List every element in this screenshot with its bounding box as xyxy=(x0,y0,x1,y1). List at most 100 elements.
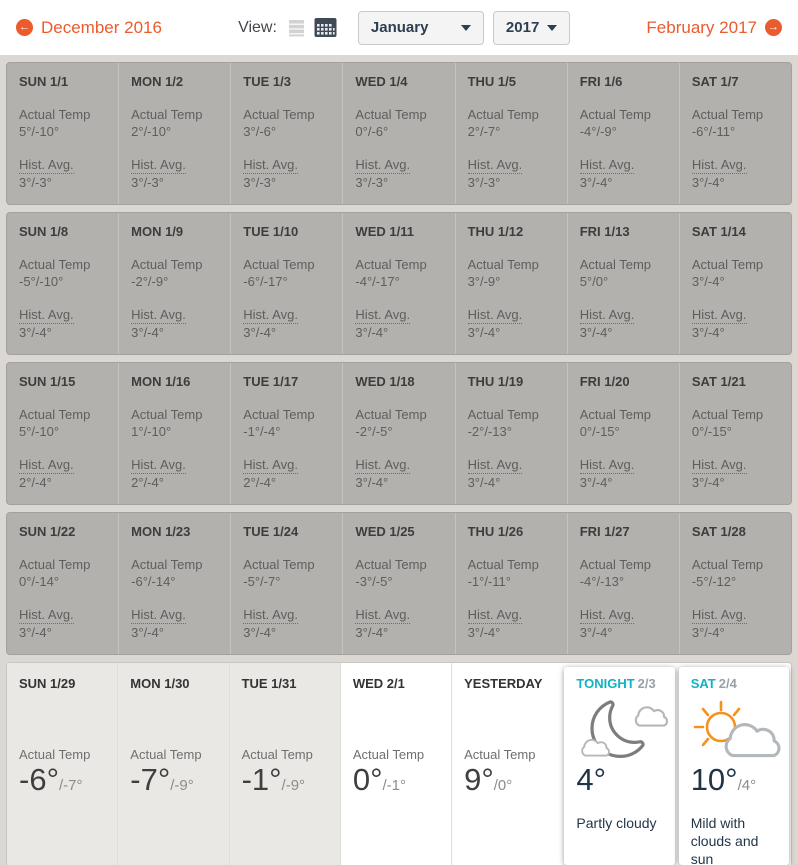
actual-temp-label: Actual Temp xyxy=(355,107,427,122)
temperature: 9°/0° xyxy=(464,762,513,797)
day-header: TUE 1/3 xyxy=(243,74,291,89)
hist-avg-link[interactable]: Hist. Avg. xyxy=(243,157,298,174)
hist-avg-link[interactable]: Hist. Avg. xyxy=(579,607,635,624)
hist-avg-link[interactable]: Hist. Avg. xyxy=(467,157,523,174)
day-cell: TUE 1/17 Actual Temp -1°/-4° Hist. Avg. … xyxy=(230,363,342,504)
next-month-nav[interactable]: February 2017 → xyxy=(646,18,782,38)
day-cell: WED 1/18 Actual Temp -2°/-5° Hist. Avg. … xyxy=(342,363,454,504)
actual-temp-label: Actual Temp xyxy=(467,107,539,122)
hist-avg-value: 3°/-4° xyxy=(355,325,389,340)
day-header: FRI 1/6 xyxy=(579,74,623,89)
actual-temp-value: -4°/-17° xyxy=(355,274,400,289)
prev-month-nav[interactable]: ← December 2016 xyxy=(16,18,162,38)
hist-avg-link[interactable]: Hist. Avg. xyxy=(19,157,74,174)
hist-avg-value: 2°/-4° xyxy=(131,475,164,490)
day-cell: SUN 1/8 Actual Temp -5°/-10° Hist. Avg. … xyxy=(7,213,118,354)
actual-temp-label: Actual Temp xyxy=(131,557,203,572)
hist-avg-link[interactable]: Hist. Avg. xyxy=(467,457,523,474)
day-cell: THU 1/26 Actual Temp -1°/-11° Hist. Avg.… xyxy=(454,513,567,654)
day-cell: MON 1/16 Actual Temp 1°/-10° Hist. Avg. … xyxy=(118,363,230,504)
hist-avg-link[interactable]: Hist. Avg. xyxy=(579,307,635,324)
day-cell: WED 1/11 Actual Temp -4°/-17° Hist. Avg.… xyxy=(342,213,454,354)
actual-temp-label: Actual Temp xyxy=(691,107,764,122)
actual-temp-value: 0°/-15° xyxy=(691,424,732,439)
hist-avg-value: 2°/-4° xyxy=(19,475,52,490)
actual-temp-label: Actual Temp xyxy=(464,747,536,762)
hist-avg-value: 3°/-3° xyxy=(355,175,389,190)
day-header: WED 1/18 xyxy=(355,374,415,389)
day-header: FRI 1/13 xyxy=(579,224,630,239)
day-cell[interactable]: SAT 2/4 10°/4° Mild with clouds and sun xyxy=(678,667,789,865)
day-header: WED 2/1 xyxy=(353,675,443,692)
hist-avg-link[interactable]: Hist. Avg. xyxy=(691,307,747,324)
actual-temp-label: Actual Temp xyxy=(243,407,315,422)
hist-avg-link[interactable]: Hist. Avg. xyxy=(131,457,186,474)
hist-avg-link[interactable]: Hist. Avg. xyxy=(19,457,74,474)
actual-temp-label: Actual Temp xyxy=(579,407,651,422)
day-header: WED 1/25 xyxy=(355,524,415,539)
list-view-icon[interactable] xyxy=(288,17,305,38)
actual-temp-value: 5°/-10° xyxy=(19,424,60,439)
hist-avg-value: 3°/-4° xyxy=(19,325,52,340)
day-header: SAT 1/7 xyxy=(691,74,739,89)
day-header: SAT 2/4 xyxy=(691,675,781,692)
hist-avg-link[interactable]: Hist. Avg. xyxy=(579,157,635,174)
day-cell[interactable]: TONIGHT 2/3 4° Partly cloudy xyxy=(564,667,675,865)
hist-avg-link[interactable]: Hist. Avg. xyxy=(579,457,635,474)
hist-avg-value: 3°/-4° xyxy=(131,625,164,640)
grid-view-icon[interactable] xyxy=(314,17,337,38)
day-header: MON 1/30 xyxy=(130,675,220,692)
day-cell: WED 1/4 Actual Temp 0°/-6° Hist. Avg. 3°… xyxy=(342,63,454,204)
actual-temp-value: 3°/-9° xyxy=(467,274,501,289)
hist-avg-value: 3°/-3° xyxy=(467,175,501,190)
hist-avg-link[interactable]: Hist. Avg. xyxy=(131,307,186,324)
hist-avg-link[interactable]: Hist. Avg. xyxy=(243,607,298,624)
actual-temp-value: -2°/-13° xyxy=(467,424,512,439)
hist-avg-link[interactable]: Hist. Avg. xyxy=(355,307,411,324)
hist-avg-link[interactable]: Hist. Avg. xyxy=(19,607,74,624)
day-header: SUN 1/29 xyxy=(19,675,109,692)
actual-temp-value: 0°/-15° xyxy=(579,424,620,439)
actual-temp-label: Actual Temp xyxy=(19,107,91,122)
arrow-right-icon[interactable]: → xyxy=(764,19,782,36)
arrow-left-icon[interactable]: ← xyxy=(16,19,33,36)
actual-temp-value: -6°/-17° xyxy=(243,274,288,289)
hist-avg-link[interactable]: Hist. Avg. xyxy=(355,457,411,474)
prev-month-label[interactable]: December 2016 xyxy=(41,17,162,37)
hist-avg-link[interactable]: Hist. Avg. xyxy=(467,307,523,324)
actual-temp-label: Actual Temp xyxy=(131,257,203,272)
day-header: TUE 1/24 xyxy=(243,524,299,539)
hist-avg-link[interactable]: Hist. Avg. xyxy=(691,607,747,624)
actual-temp-label: Actual Temp xyxy=(241,747,313,762)
low-temperature: /4° xyxy=(737,777,757,794)
year-dropdown[interactable]: 2017 xyxy=(492,10,571,45)
day-cell: MON 1/2 Actual Temp 2°/-10° Hist. Avg. 3… xyxy=(118,63,230,204)
actual-temp-label: Actual Temp xyxy=(355,407,427,422)
hist-avg-value: 3°/-4° xyxy=(579,475,613,490)
temperature: -1°/-9° xyxy=(241,762,306,797)
actual-temp-value: -6°/-14° xyxy=(131,574,176,589)
day-header: FRI 1/27 xyxy=(579,524,630,539)
hist-avg-link[interactable]: Hist. Avg. xyxy=(131,157,186,174)
day-cell: FRI 1/6 Actual Temp -4°/-9° Hist. Avg. 3… xyxy=(566,63,679,204)
day-header: SAT 1/28 xyxy=(691,524,746,539)
month-dropdown-value: January xyxy=(370,19,429,36)
hist-avg-link[interactable]: Hist. Avg. xyxy=(691,457,747,474)
hist-avg-link[interactable]: Hist. Avg. xyxy=(355,157,411,174)
next-month-label[interactable]: February 2017 xyxy=(646,17,757,37)
actual-temp-label: Actual Temp xyxy=(579,107,651,122)
day-name: SAT xyxy=(690,676,716,691)
hist-avg-link[interactable]: Hist. Avg. xyxy=(355,607,411,624)
hist-avg-link[interactable]: Hist. Avg. xyxy=(19,307,74,324)
hist-avg-link[interactable]: Hist. Avg. xyxy=(243,307,298,324)
hist-avg-link[interactable]: Hist. Avg. xyxy=(467,607,523,624)
forecast-description: Partly cloudy xyxy=(576,815,657,831)
hist-avg-link[interactable]: Hist. Avg. xyxy=(243,457,298,474)
hist-avg-link[interactable]: Hist. Avg. xyxy=(691,157,747,174)
actual-temp-label: Actual Temp xyxy=(19,407,91,422)
hist-avg-value: 2°/-4° xyxy=(243,475,277,490)
hist-avg-link[interactable]: Hist. Avg. xyxy=(131,607,186,624)
actual-temp-label: Actual Temp xyxy=(130,747,202,762)
month-dropdown[interactable]: January xyxy=(357,10,484,45)
day-cell: SAT 1/7 Actual Temp -6°/-11° Hist. Avg. … xyxy=(678,63,791,204)
